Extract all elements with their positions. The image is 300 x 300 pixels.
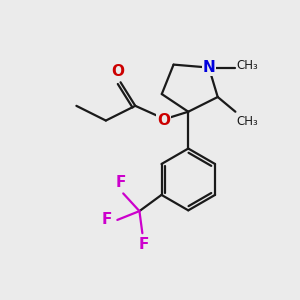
Text: CH₃: CH₃ <box>237 59 259 72</box>
Text: O: O <box>111 64 124 79</box>
Text: F: F <box>102 212 112 227</box>
Text: F: F <box>116 176 126 190</box>
Text: O: O <box>157 113 170 128</box>
Text: CH₃: CH₃ <box>237 115 259 128</box>
Text: N: N <box>202 60 215 75</box>
Text: F: F <box>139 237 149 252</box>
